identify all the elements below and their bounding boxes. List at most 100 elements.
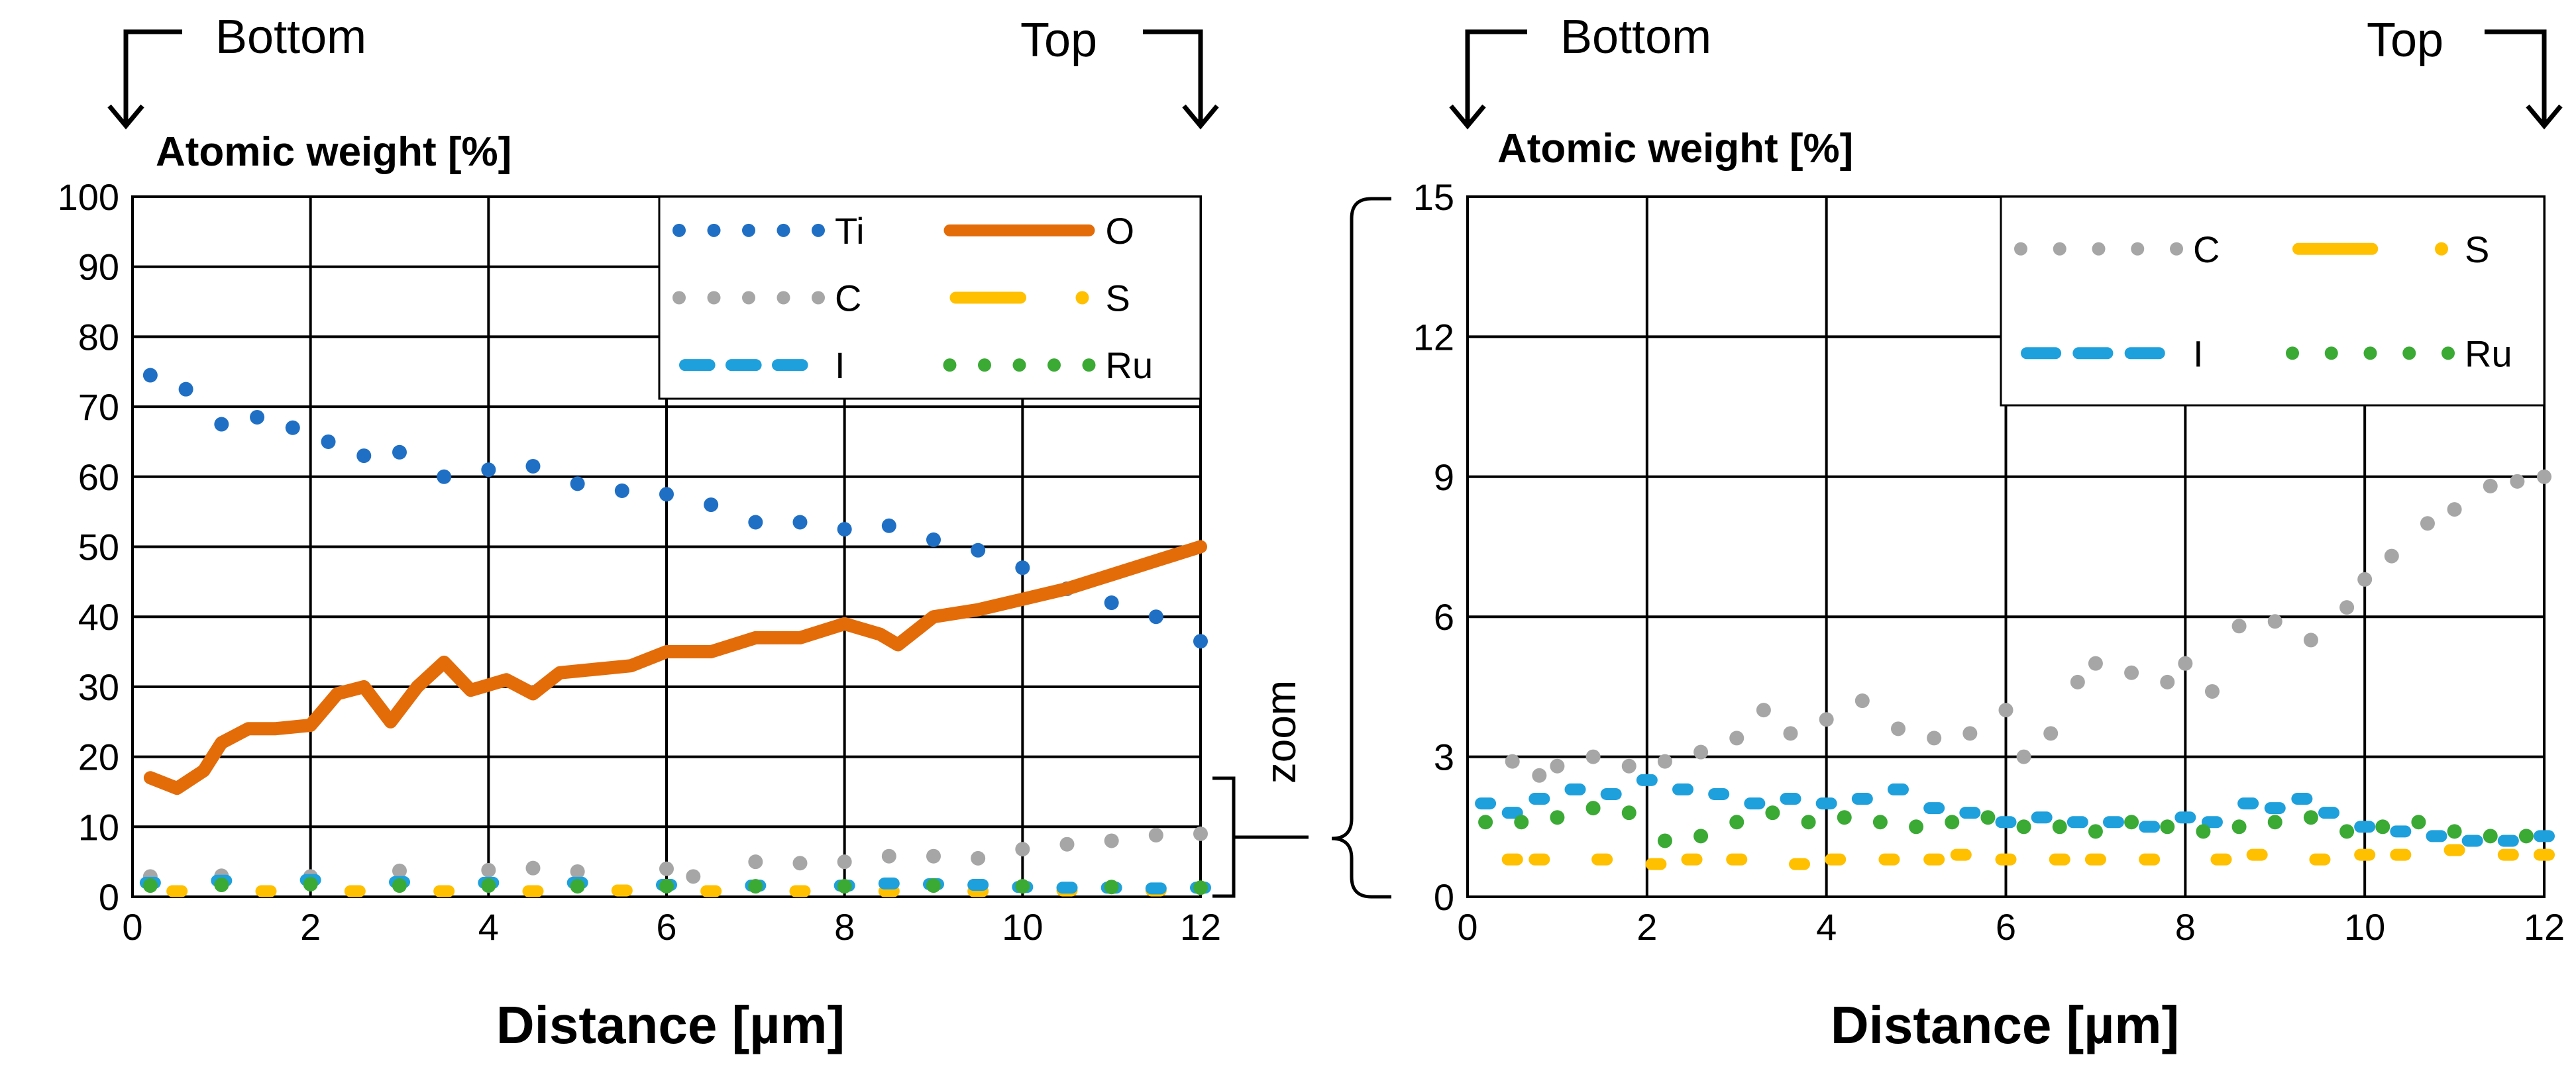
series-c-point <box>2088 656 2103 671</box>
series-c-point <box>2124 665 2139 680</box>
series-c-point <box>881 848 896 864</box>
top-arrow-icon-left <box>1143 29 1219 130</box>
series-ru-point <box>2196 824 2211 839</box>
series-c-point <box>659 861 674 876</box>
series-s <box>166 884 1167 897</box>
series-s-point <box>1923 853 1945 866</box>
legend-swatch <box>1082 358 1096 372</box>
series-ru-point <box>2518 829 2534 844</box>
series-c-point <box>2510 474 2525 489</box>
series-s-point <box>255 885 277 897</box>
series-ru-point <box>2303 810 2318 825</box>
series-c-point <box>1015 842 1030 857</box>
series-c-point <box>2483 478 2498 493</box>
series-i-point <box>878 877 900 889</box>
series-i-point <box>1529 793 1550 805</box>
y-tick-label: 60 <box>78 456 119 498</box>
series-c-point <box>2043 726 2059 741</box>
series-c-point <box>1059 837 1075 852</box>
legend-label: Ru <box>1106 344 1154 386</box>
series-i-point <box>2066 816 2088 829</box>
series-ru-point <box>392 878 407 893</box>
zoom-bracket-right <box>1331 197 1391 899</box>
series-i-point <box>2461 835 2483 847</box>
series-c <box>1505 469 2551 783</box>
series-s-point <box>1789 858 1811 870</box>
legend-swatch <box>2442 346 2455 360</box>
series-c-point <box>2384 548 2399 564</box>
legend-item-s: S <box>949 278 1130 319</box>
series-s-point <box>700 885 722 897</box>
series-i-point <box>967 879 989 891</box>
legend-swatch <box>2324 346 2338 360</box>
series-ru <box>142 876 1208 895</box>
legend: Ti O C S I Ru <box>658 195 1202 400</box>
legend-item-c: C <box>2014 229 2220 270</box>
y-tick-label: 9 <box>1434 456 1454 498</box>
series-ru <box>1478 801 2534 848</box>
series-ru-point <box>2016 819 2031 835</box>
series-i-point <box>2291 793 2313 805</box>
series-c-point <box>971 850 986 866</box>
series-ti-point <box>570 476 585 491</box>
series-s-point <box>2084 853 2106 866</box>
series-i-point <box>2103 816 2124 829</box>
series-c-point <box>2339 600 2355 615</box>
series-i-point <box>1995 816 2017 829</box>
series-c-point <box>1193 826 1208 841</box>
legend-label: S <box>1106 278 1130 319</box>
series-c-point <box>2537 469 2551 484</box>
legend-swatch <box>2092 242 2106 256</box>
series-ti-point <box>285 420 300 435</box>
legend-swatch <box>2014 242 2027 256</box>
series-ru-point <box>1478 815 1493 830</box>
series-ru-point <box>1945 815 1960 830</box>
series-i-point <box>1056 882 1078 894</box>
series-c-point <box>570 864 585 879</box>
x-axis-title-right: Distance [µm] <box>1831 995 2179 1054</box>
y-tick-label: 50 <box>78 527 119 568</box>
series-ti-point <box>1104 595 1119 611</box>
series-c-point <box>2178 656 2193 671</box>
bottom-label-right: Bottom <box>1560 11 1711 64</box>
series-ru-point <box>1193 880 1208 895</box>
series-ru-point <box>926 878 941 893</box>
legend-swatch <box>1012 358 1026 372</box>
series-c-point <box>1693 744 1709 760</box>
series-ru-point <box>2483 829 2498 844</box>
series-s-point <box>2497 848 2519 861</box>
series-i-point <box>1888 783 1909 795</box>
series-ti-point <box>214 417 229 432</box>
series-i-point <box>2201 816 2223 829</box>
series-ru-point <box>1657 833 1672 848</box>
series-c-point <box>748 854 763 870</box>
x-tick-label: 10 <box>2344 906 2385 948</box>
series-ti-point <box>926 532 941 547</box>
series-ru-point <box>1980 810 1996 825</box>
series-ru-point <box>1765 805 1780 821</box>
x-tick-label: 12 <box>2524 906 2565 948</box>
series-ti-point <box>748 515 763 530</box>
series-ru-point <box>1104 880 1119 895</box>
y-tick-label: 40 <box>78 596 119 638</box>
series-ru-point <box>1015 879 1030 894</box>
series-s-point <box>2534 848 2555 861</box>
series-i-point <box>2426 830 2447 842</box>
series-s-point <box>1529 853 1550 866</box>
series-ti-point <box>704 497 719 513</box>
legend-swatch <box>2170 242 2183 256</box>
series-ru-point <box>1585 801 1601 816</box>
series-c-point <box>2447 502 2462 517</box>
series-s-point <box>1726 853 1748 866</box>
series-i-point <box>2318 807 2339 819</box>
x-tick-label: 12 <box>1180 906 1221 948</box>
legend-swatch <box>949 291 1026 304</box>
x-tick-label: 2 <box>300 906 321 948</box>
series-i-point <box>2534 830 2555 842</box>
series-c-point <box>1819 712 1834 727</box>
series-ti-point <box>250 409 265 425</box>
series-ru-point <box>1729 815 1744 830</box>
series-c-point <box>1148 827 1163 842</box>
series-s-point <box>1591 853 1613 866</box>
series-i <box>1475 774 2555 847</box>
